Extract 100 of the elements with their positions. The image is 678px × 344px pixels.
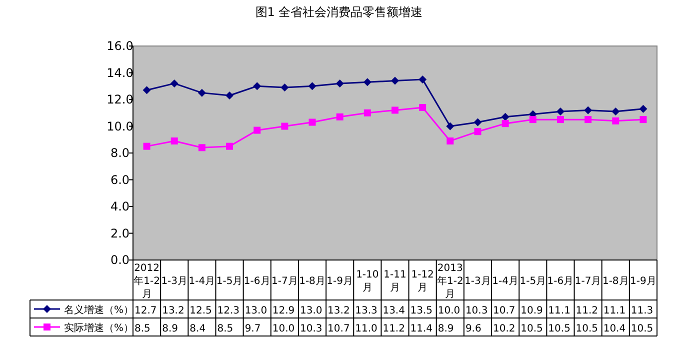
data-label: 10.3: [465, 306, 488, 316]
x-tick-label: 1-5月: [216, 276, 243, 287]
x-tick-label: 1-6月: [547, 276, 574, 287]
data-label: 9.7: [244, 324, 261, 334]
data-label: 12.7: [134, 306, 157, 316]
point: [226, 142, 234, 150]
data-label: 10.5: [576, 324, 598, 334]
data-label: 10.5: [630, 324, 654, 334]
x-tick-label: 2012年1-2月: [134, 263, 160, 300]
point: [392, 106, 398, 114]
x-tick-label: 1-5月: [520, 276, 546, 287]
data-label: 10.0: [272, 324, 295, 334]
point: [640, 116, 647, 124]
data-label: 10.7: [493, 306, 516, 316]
point: [253, 82, 262, 90]
point: [556, 116, 564, 124]
x-tick-label: 1-9月: [630, 276, 656, 287]
data-label: 10.5: [548, 324, 570, 334]
data-label: 11.3: [630, 306, 654, 316]
point: [446, 137, 454, 144]
data-label: 12.3: [217, 306, 240, 316]
x-tick-label: 1-10月: [356, 270, 379, 294]
data-label: 13.0: [244, 306, 268, 316]
data-label: 13.3: [355, 306, 378, 316]
point: [226, 91, 234, 100]
point: [198, 144, 206, 152]
x-tick-label: 1-9月: [326, 276, 354, 287]
legend-label: 名义增速（%）: [64, 304, 134, 316]
x-tick-label: 1-7月: [574, 276, 602, 287]
data-label: 8.4: [190, 324, 206, 334]
data-label: 9.6: [465, 324, 482, 334]
x-tick-label: 1-4月: [492, 276, 518, 287]
data-label: 8.5: [134, 324, 150, 334]
data-label: 10.2: [493, 324, 516, 334]
point: [502, 120, 509, 128]
point: [364, 109, 371, 116]
point: [474, 128, 482, 136]
point: [308, 118, 316, 126]
point: [170, 79, 178, 88]
data-label: 10.9: [520, 306, 543, 316]
data-label: 10.4: [603, 324, 626, 334]
legend-label: 实际增速（%）: [64, 322, 134, 334]
y-tick-label: 8.0: [110, 146, 130, 160]
data-label: 12.5: [190, 306, 212, 316]
data-label: 12.9: [272, 306, 295, 316]
chart-title: 图1 全省社会消费品零售额增速: [255, 5, 423, 19]
point: [584, 116, 592, 124]
point: [612, 117, 620, 124]
data-label: 8.9: [438, 324, 454, 334]
point: [391, 76, 399, 85]
point: [254, 126, 261, 134]
y-tick-label: 10.0: [106, 119, 134, 134]
point: [336, 113, 344, 120]
point: [281, 122, 288, 130]
x-tick-label: 1-7月: [272, 276, 298, 287]
point: [474, 118, 482, 126]
x-tick-label: 1-3月: [464, 276, 491, 287]
data-label: 10.3: [300, 324, 322, 334]
point: [501, 112, 510, 121]
data-label: 8.5: [217, 324, 234, 334]
data-label: 10.7: [328, 324, 350, 334]
data-label: 8.9: [162, 324, 178, 334]
data-label: 13.2: [328, 306, 350, 316]
x-tick-label: 1-6月: [244, 276, 270, 287]
point: [198, 88, 206, 97]
x-tick-label: 1-4月: [188, 276, 216, 287]
point: [419, 104, 426, 112]
point: [143, 142, 150, 150]
y-tick-label: 4.0: [110, 200, 130, 214]
point: [170, 137, 178, 144]
data-label: 10.0: [438, 306, 460, 316]
point: [142, 86, 151, 94]
point: [280, 83, 289, 92]
y-tick-label: 0.0: [110, 253, 130, 267]
data-label: 13.2: [162, 306, 184, 316]
data-label: 10.5: [520, 324, 543, 334]
data-label: 11.0: [355, 324, 378, 334]
y-tick-label: 12.0: [106, 92, 134, 106]
y-tick-label: 6.0: [110, 172, 130, 187]
point: [612, 108, 620, 116]
point: [418, 75, 427, 84]
x-tick-label: 1-8月: [299, 276, 326, 287]
data-label: 13.0: [300, 306, 322, 316]
point: [584, 106, 592, 114]
data-label: 11.1: [548, 306, 570, 316]
x-tick-label: 1-11月: [384, 270, 406, 294]
y-tick-label: 14.0: [106, 66, 134, 80]
point: [336, 79, 344, 88]
data-label: 11.4: [410, 324, 433, 334]
x-tick-label: 1-12月: [411, 270, 434, 294]
x-tick-label: 1-8月: [602, 276, 629, 287]
point: [308, 82, 316, 90]
point: [639, 104, 648, 113]
data-label: 13.4: [382, 306, 405, 316]
point: [363, 78, 372, 86]
y-tick-label: 2.0: [110, 226, 130, 240]
data-label: 11.2: [382, 324, 405, 334]
x-tick-label: 1-3月: [161, 276, 188, 287]
x-tick-label: 2013年1-2月: [436, 263, 464, 300]
y-tick-label: 16.0: [106, 39, 134, 53]
